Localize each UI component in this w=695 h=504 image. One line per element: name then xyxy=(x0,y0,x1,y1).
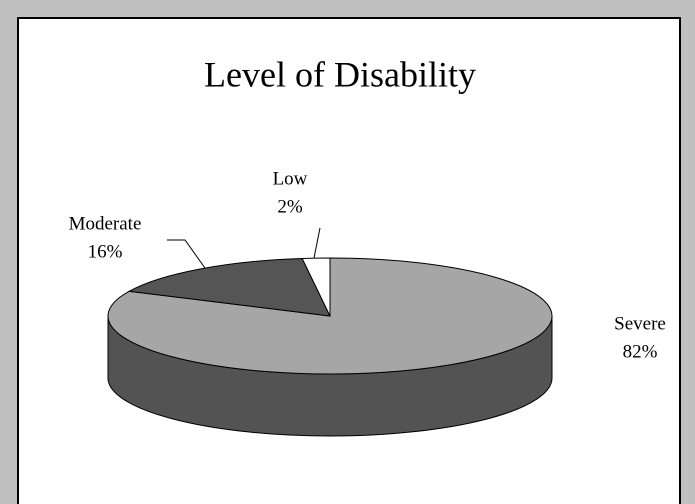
slice-top xyxy=(107,257,553,375)
slice-label: Low xyxy=(273,168,308,189)
slice-value-label: 82% xyxy=(623,341,658,362)
leader-line xyxy=(313,227,321,259)
pie xyxy=(107,257,553,437)
slice xyxy=(301,257,331,317)
slice-label: Moderate xyxy=(69,213,142,234)
slice-top xyxy=(127,257,331,317)
slice-value-label: 16% xyxy=(88,241,123,262)
slice-value-label: 2% xyxy=(277,196,303,217)
slice-top xyxy=(301,257,331,317)
slice xyxy=(127,257,331,317)
slice xyxy=(107,257,553,437)
leader-line xyxy=(167,239,206,269)
slice-label: Severe xyxy=(614,313,666,334)
chart-title: Level of Disability xyxy=(204,54,476,94)
